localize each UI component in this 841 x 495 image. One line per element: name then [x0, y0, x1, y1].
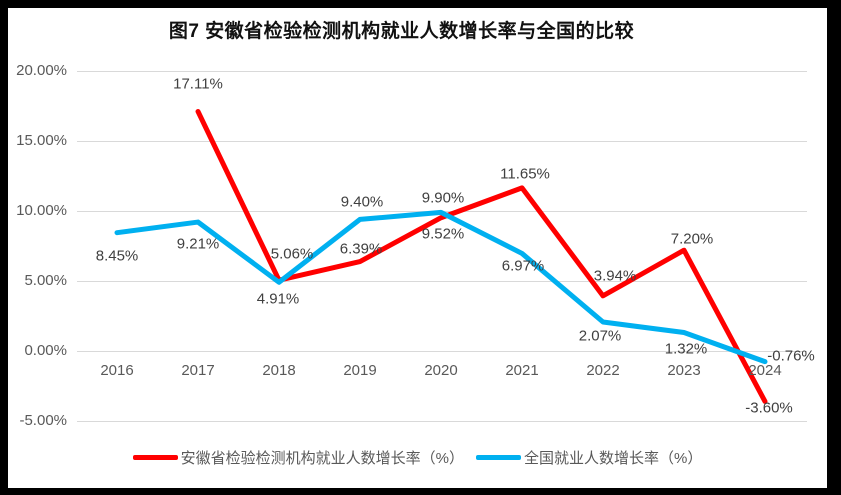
legend-item-national: 全国就业人数增长率（%） [476, 446, 702, 468]
red-line-swatch-icon [132, 454, 178, 460]
data-label: 9.52% [421, 225, 465, 243]
y-axis-tick-label: 10.00% [16, 202, 67, 219]
data-label: 5.06% [270, 245, 314, 263]
x-axis-label: 2021 [505, 362, 539, 379]
data-label: 1.32% [664, 340, 708, 358]
y-axis-tick-label: 20.00% [16, 62, 67, 79]
blue-line-swatch-icon [476, 454, 521, 460]
x-axis-label: 2022 [586, 362, 620, 379]
data-label: 11.65% [500, 165, 550, 183]
data-label: -0.76% [767, 347, 815, 365]
data-label: 17.11% [173, 75, 223, 93]
data-label: 9.90% [421, 189, 465, 207]
chart-svg [77, 71, 807, 422]
legend: 安徽省检验检测机构就业人数增长率（%） 全国就业人数增长率（%） [8, 446, 827, 468]
plot-area: 20.00% 15.00% 10.00% 5.00% 0.00% -5.00% 2016 20… [8, 8, 827, 488]
x-axis-label: 2016 [100, 362, 134, 379]
legend-label-anhui: 安徽省检验检测机构就业人数增长率（%） [180, 449, 464, 467]
x-axis-label: 2020 [424, 362, 458, 379]
data-label: 6.39% [339, 240, 383, 258]
y-axis-tick-label: 5.00% [24, 272, 67, 289]
legend-label-national: 全国就业人数增长率（%） [524, 449, 703, 467]
data-label: 3.94% [593, 267, 637, 285]
y-axis-tick-label: 0.00% [24, 342, 67, 359]
data-label: -3.60% [745, 399, 793, 417]
data-label: 2.07% [578, 327, 622, 345]
x-axis-label: 2019 [343, 362, 377, 379]
y-axis-tick-label: -5.00% [19, 412, 67, 429]
legend-item-anhui: 安徽省检验检测机构就业人数增长率（%） [132, 446, 464, 468]
series-line-1 [114, 209, 768, 365]
x-axis-label: 2017 [181, 362, 215, 379]
x-axis-label: 2018 [262, 362, 296, 379]
data-label: 9.40% [340, 193, 384, 211]
x-axis-label: 2023 [667, 362, 701, 379]
chart-title: 图7 安徽省检验检测机构就业人数增长率与全国的比较 [168, 21, 635, 42]
chart-canvas: 图7 安徽省检验检测机构就业人数增长率与全国的比较 20.00% 15.00% 10… [8, 8, 827, 488]
y-axis-tick-label: 15.00% [16, 132, 67, 149]
series-line-0 [195, 108, 768, 404]
data-label: 9.21% [176, 235, 220, 253]
data-label: 6.97% [501, 257, 545, 275]
data-label: 4.91% [256, 290, 300, 308]
x-axis-label: 2024 [748, 362, 782, 379]
data-label: 7.20% [670, 230, 714, 248]
data-label: 8.45% [95, 247, 139, 265]
